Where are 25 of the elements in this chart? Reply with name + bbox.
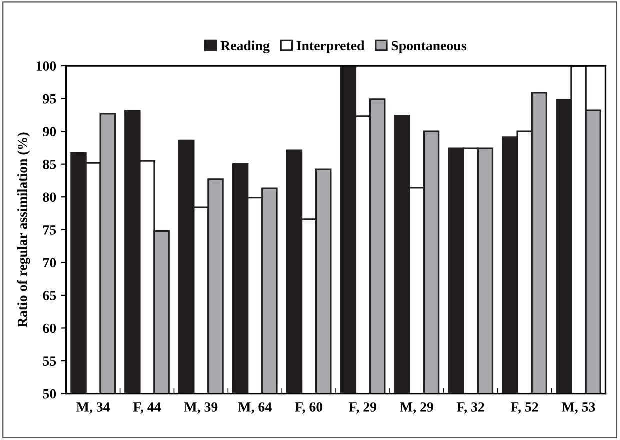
x-tick-label: M, 53 bbox=[562, 402, 596, 414]
y-tick-label: 75 bbox=[44, 226, 56, 235]
y-tick-label: 80 bbox=[43, 192, 56, 202]
y-tick-label: 100 bbox=[36, 62, 56, 71]
x-tick-label: M, 64 bbox=[238, 402, 272, 414]
legend-label: Spontaneous bbox=[392, 41, 466, 54]
x-tick-label: M, 29 bbox=[400, 402, 434, 414]
y-tick-label: 90 bbox=[43, 127, 56, 137]
x-tick-label: F, 44 bbox=[133, 402, 162, 414]
legend-label: Reading bbox=[220, 40, 270, 54]
y-tick-label: 70 bbox=[44, 258, 56, 268]
x-tick-label: F, 32 bbox=[457, 402, 484, 414]
x-tick-label: M, 34 bbox=[76, 402, 110, 414]
y-tick-label: 65 bbox=[43, 291, 56, 300]
y-tick-label: 95 bbox=[43, 94, 56, 104]
y-tick-label: 85 bbox=[43, 160, 56, 170]
x-tick-label: F, 52 bbox=[511, 402, 538, 414]
x-tick-label: F, 60 bbox=[295, 402, 323, 414]
y-tick-label: 50 bbox=[43, 389, 56, 399]
y-axis-title: Ratio of regular assimilation (%) bbox=[17, 132, 30, 328]
x-tick-label: M, 39 bbox=[184, 402, 218, 414]
y-tick-label: 60 bbox=[43, 324, 56, 334]
legend-label: Interpreted bbox=[296, 40, 365, 54]
y-tick-label: 55 bbox=[43, 356, 56, 366]
x-tick-label: F, 29 bbox=[349, 402, 377, 414]
